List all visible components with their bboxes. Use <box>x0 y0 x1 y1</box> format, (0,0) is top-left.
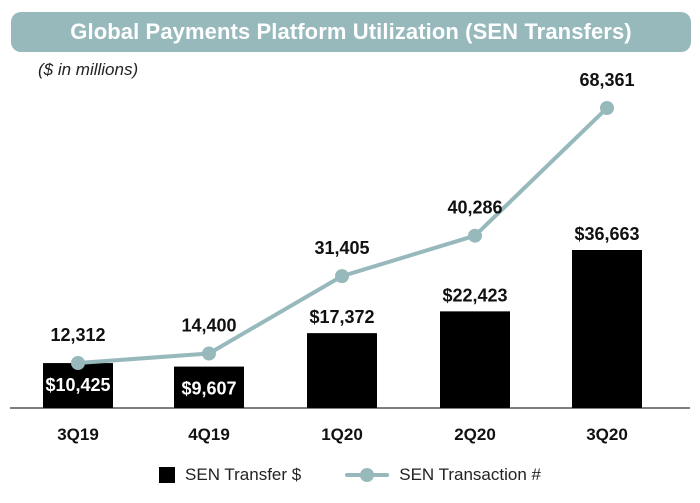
x-tick-label: 4Q19 <box>188 425 230 444</box>
transaction-point-3Q20 <box>600 101 614 115</box>
legend-line-swatch <box>345 467 390 483</box>
x-tick-label: 2Q20 <box>454 425 496 444</box>
chart-subtitle: ($ in millions) <box>38 60 139 79</box>
bar-value-label: $10,425 <box>45 375 110 395</box>
transaction-value-label: 31,405 <box>314 238 369 258</box>
legend-item-line: SEN Transaction # <box>345 465 541 485</box>
transaction-point-4Q19 <box>202 346 216 361</box>
transaction-value-label: 68,361 <box>579 70 634 90</box>
transaction-value-label: 40,286 <box>447 198 502 218</box>
bar-value-label: $22,423 <box>442 285 507 305</box>
x-tick-label: 3Q19 <box>57 425 99 444</box>
chart-title: Global Payments Platform Utilization (SE… <box>70 19 632 44</box>
transaction-point-1Q20 <box>335 269 349 284</box>
bar-3Q19 <box>43 363 113 408</box>
legend-item-bar: SEN Transfer $ <box>159 465 301 485</box>
transaction-point-3Q19 <box>71 355 85 370</box>
bar-4Q19 <box>174 366 244 408</box>
x-tick-label: 3Q20 <box>586 425 628 444</box>
bar-1Q20 <box>307 333 377 408</box>
legend-label-line: SEN Transaction # <box>399 465 541 484</box>
transaction-value-label: 14,400 <box>181 315 236 335</box>
transaction-point-2Q20 <box>468 228 482 243</box>
transaction-value-label: 12,312 <box>50 325 105 345</box>
bar-value-label: $36,663 <box>574 224 639 244</box>
chart-title-banner: Global Payments Platform Utilization (SE… <box>11 12 691 52</box>
bar-value-label: $9,607 <box>181 379 236 399</box>
x-tick-label: 1Q20 <box>321 425 363 444</box>
bar-2Q20 <box>440 311 510 408</box>
legend-bar-swatch <box>159 467 176 483</box>
bar-3Q20 <box>572 250 642 408</box>
combo-chart: $10,425 $9,607 $17,372 $22,423 $36,663 12,312… <box>10 70 690 444</box>
bar-value-label: $17,372 <box>309 307 374 327</box>
chart-legend: SEN Transfer $ SEN Transaction # <box>0 463 700 487</box>
legend-label-bar: SEN Transfer $ <box>185 465 302 484</box>
